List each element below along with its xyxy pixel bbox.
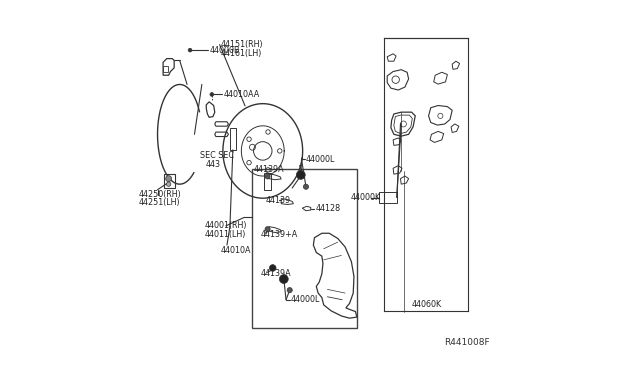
Circle shape bbox=[280, 275, 288, 283]
Text: 44139: 44139 bbox=[266, 196, 291, 205]
Text: 44000L: 44000L bbox=[291, 295, 320, 304]
Circle shape bbox=[188, 48, 192, 52]
Circle shape bbox=[166, 182, 171, 186]
Text: 44011(LH): 44011(LH) bbox=[205, 230, 246, 239]
Text: 44010A: 44010A bbox=[221, 246, 252, 255]
Text: R441008F: R441008F bbox=[444, 339, 490, 347]
Text: 44010AA: 44010AA bbox=[223, 90, 259, 99]
Text: 44060K: 44060K bbox=[412, 300, 442, 310]
Circle shape bbox=[265, 227, 270, 232]
Circle shape bbox=[210, 93, 214, 96]
Text: 44139A: 44139A bbox=[261, 269, 292, 278]
Text: 44151(RH): 44151(RH) bbox=[220, 40, 263, 49]
Bar bbox=[230, 128, 236, 150]
Text: 44001(RH): 44001(RH) bbox=[205, 221, 247, 230]
Bar bbox=[379, 192, 397, 203]
Text: 44251(LH): 44251(LH) bbox=[139, 198, 180, 207]
Text: 44000B: 44000B bbox=[209, 46, 240, 55]
Text: 443: 443 bbox=[205, 160, 221, 169]
Bar bbox=[264, 173, 271, 190]
Bar bbox=[164, 174, 175, 188]
Circle shape bbox=[303, 184, 308, 189]
Circle shape bbox=[269, 264, 276, 271]
Circle shape bbox=[296, 170, 305, 179]
Text: 44000K: 44000K bbox=[350, 193, 380, 202]
Bar bbox=[252, 169, 357, 328]
Text: 44000L: 44000L bbox=[306, 155, 335, 164]
Text: SEC SEC: SEC SEC bbox=[200, 151, 234, 160]
Circle shape bbox=[166, 176, 172, 182]
Text: 44139A: 44139A bbox=[253, 165, 284, 174]
Text: 44128: 44128 bbox=[316, 204, 340, 214]
Bar bbox=[163, 66, 168, 71]
Text: 44250(RH): 44250(RH) bbox=[139, 190, 182, 199]
Text: 44161(LH): 44161(LH) bbox=[220, 49, 262, 58]
Circle shape bbox=[265, 174, 270, 179]
Text: 44139+A: 44139+A bbox=[261, 230, 298, 239]
Circle shape bbox=[287, 288, 292, 293]
